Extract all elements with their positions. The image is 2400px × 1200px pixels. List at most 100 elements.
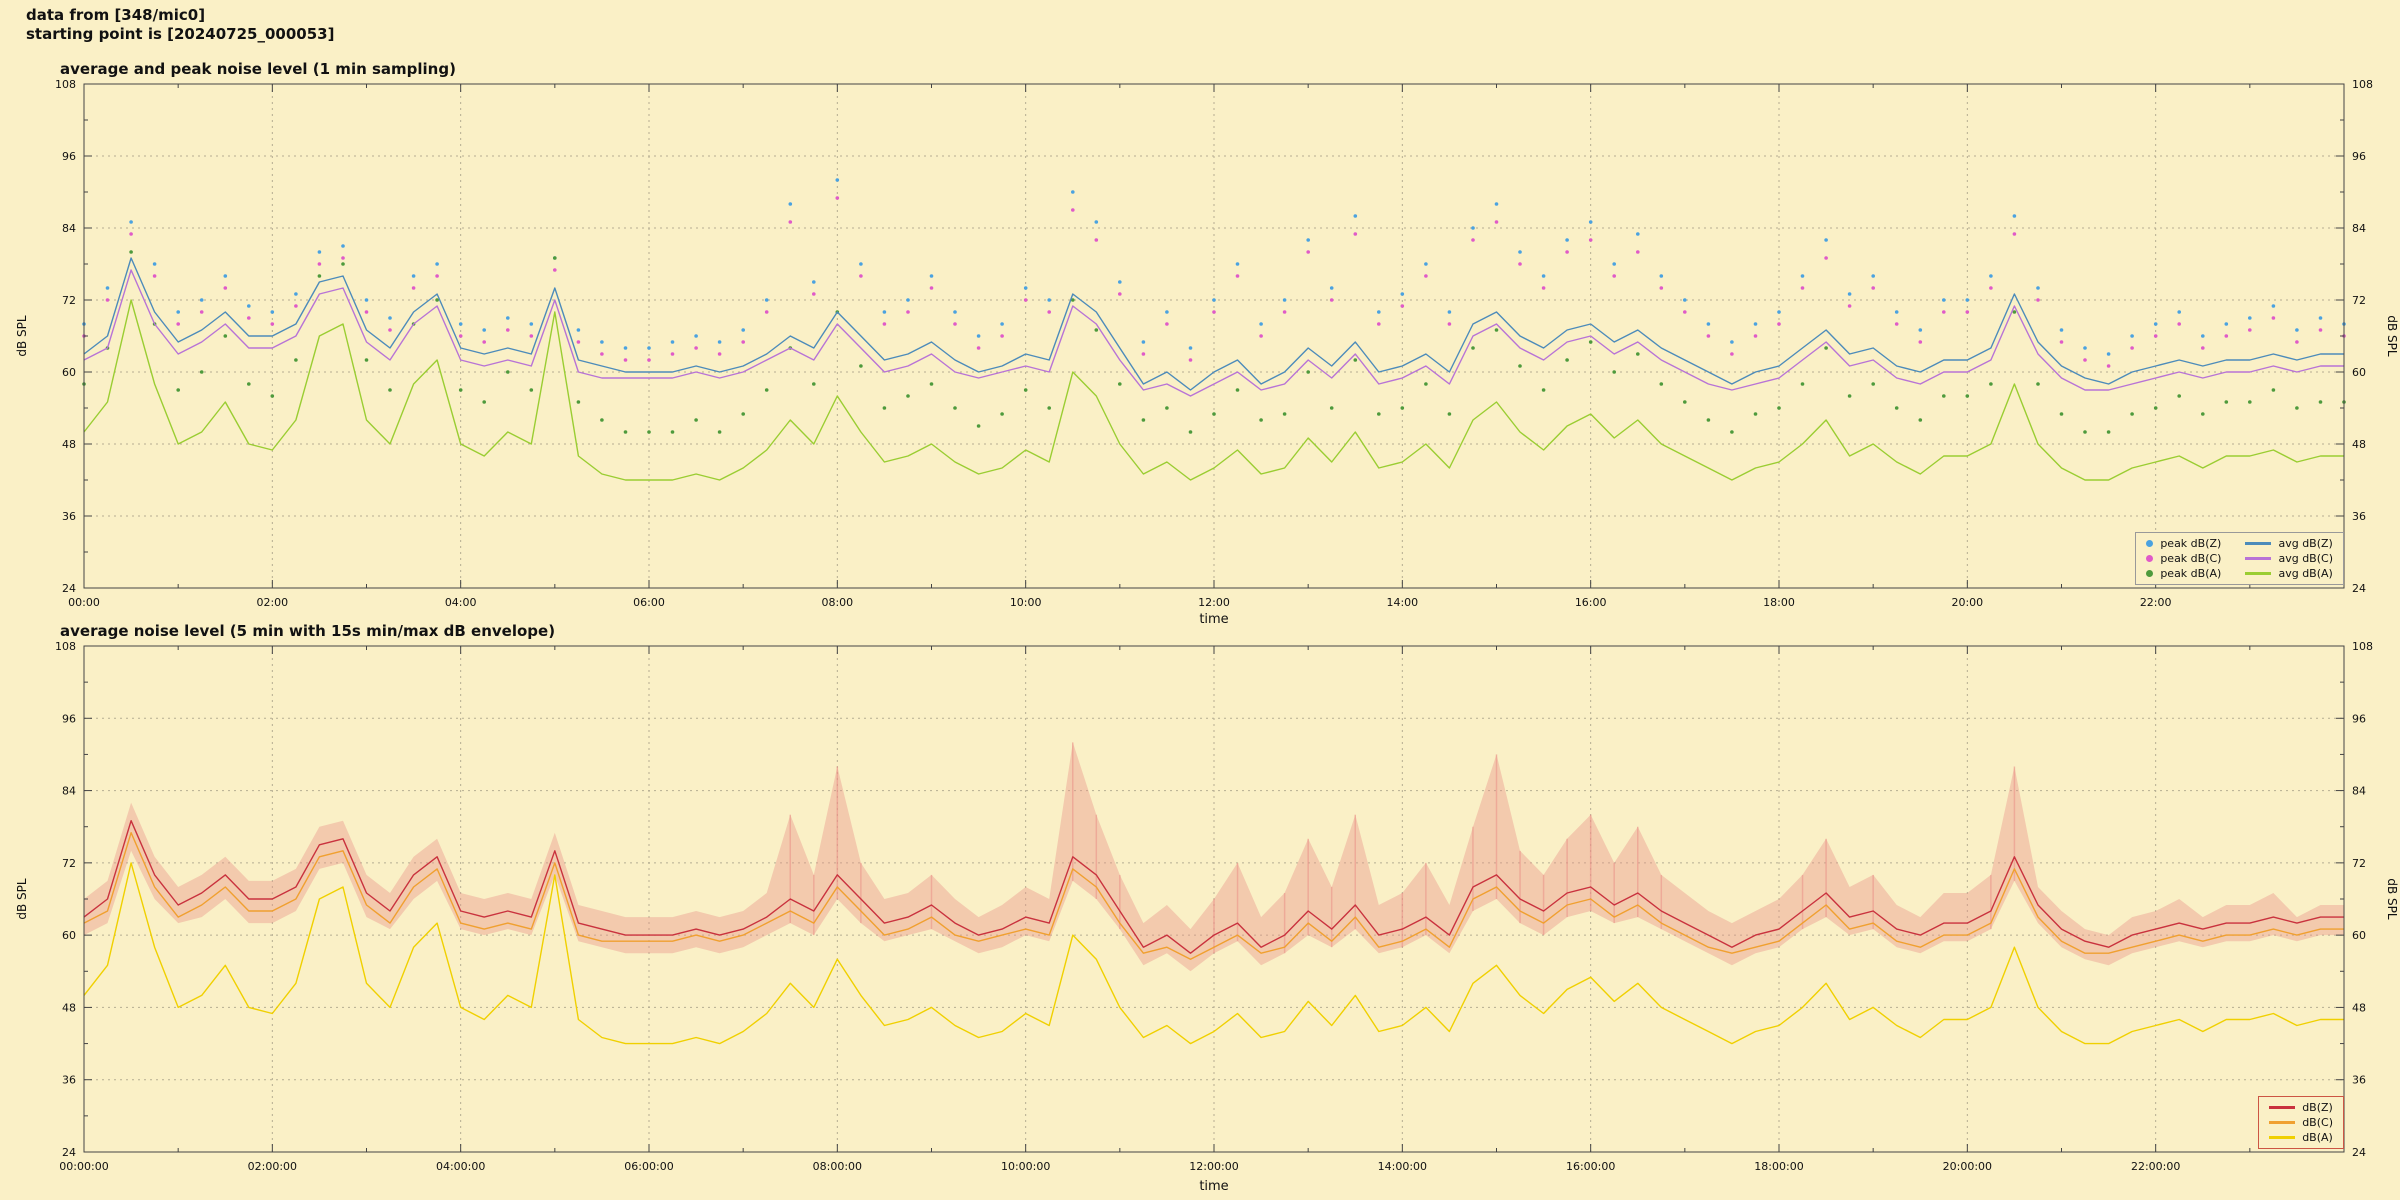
legend-label: peak dB(Z) bbox=[2160, 537, 2222, 550]
svg-text:36: 36 bbox=[2352, 510, 2366, 523]
svg-text:16:00:00: 16:00:00 bbox=[1566, 1160, 1615, 1173]
series-avg-db-c bbox=[83, 269, 2344, 397]
svg-text:48: 48 bbox=[62, 1001, 76, 1014]
svg-text:18:00: 18:00 bbox=[1763, 596, 1795, 609]
svg-text:14:00: 14:00 bbox=[1386, 596, 1418, 609]
svg-text:108: 108 bbox=[55, 640, 76, 653]
svg-text:06:00:00: 06:00:00 bbox=[624, 1160, 673, 1173]
series-15s-min-max-db-envelope bbox=[84, 742, 2344, 972]
svg-text:48: 48 bbox=[2352, 1001, 2366, 1014]
svg-text:96: 96 bbox=[62, 150, 76, 163]
svg-text:18:00:00: 18:00:00 bbox=[1754, 1160, 1803, 1173]
legend-item-avg-db-z: avg dB(Z) bbox=[2245, 537, 2333, 550]
legend-item-avg-db-c: avg dB(C) bbox=[2245, 552, 2333, 565]
svg-text:36: 36 bbox=[62, 1074, 76, 1087]
svg-text:20:00:00: 20:00:00 bbox=[1943, 1160, 1992, 1173]
svg-text:84: 84 bbox=[2352, 785, 2366, 798]
legend-label: peak dB(A) bbox=[2160, 567, 2222, 580]
tick-labels: 00:00:00 02:00:00 04:00:00 06:00:00 08:00:00… bbox=[55, 640, 2373, 1173]
series-db-a bbox=[83, 862, 2344, 1045]
chart-top-group: 00:00 02:00 04:00 06:00 08:00 10:00 12:00 14:00… bbox=[55, 78, 2373, 609]
svg-text:00:00:00: 00:00:00 bbox=[59, 1160, 108, 1173]
line-marker-icon bbox=[2269, 1136, 2296, 1139]
legend-label: peak dB(C) bbox=[2160, 552, 2222, 565]
chart-bottom-group: 00:00:00 02:00:00 04:00:00 06:00:00 08:00:00… bbox=[55, 640, 2373, 1173]
svg-text:96: 96 bbox=[2352, 712, 2366, 725]
legend-label: avg dB(C) bbox=[2278, 552, 2333, 565]
svg-text:72: 72 bbox=[2352, 294, 2366, 307]
legend-top: peak dB(Z) avg dB(Z) peak dB(C) avg dB(C) pe… bbox=[2135, 532, 2344, 585]
svg-text:22:00:00: 22:00:00 bbox=[2131, 1160, 2180, 1173]
dot-marker-icon bbox=[2146, 540, 2154, 547]
legend-label: avg dB(Z) bbox=[2278, 537, 2333, 550]
svg-text:06:00: 06:00 bbox=[633, 596, 665, 609]
chart-bottom-xlabel: time bbox=[1199, 1179, 1228, 1194]
svg-text:36: 36 bbox=[2352, 1074, 2366, 1087]
legend-item-peak-db-z: peak dB(Z) bbox=[2146, 537, 2221, 550]
svg-text:60: 60 bbox=[62, 929, 76, 942]
svg-text:96: 96 bbox=[62, 712, 76, 725]
svg-text:108: 108 bbox=[55, 78, 76, 91]
svg-text:12:00: 12:00 bbox=[1198, 596, 1230, 609]
legend-label: dB(C) bbox=[2302, 1116, 2333, 1129]
series-db-z bbox=[83, 820, 2344, 954]
dot-marker-icon bbox=[2146, 555, 2154, 562]
svg-text:04:00:00: 04:00:00 bbox=[436, 1160, 485, 1173]
header: data from [348/mic0] starting point is [… bbox=[26, 6, 334, 44]
legend-item-peak-db-a: peak dB(A) bbox=[2146, 567, 2221, 580]
svg-text:36: 36 bbox=[62, 510, 76, 523]
series-peak-db-z bbox=[82, 178, 2346, 356]
svg-text:08:00: 08:00 bbox=[821, 596, 853, 609]
legend-item-avg-db-a: avg dB(A) bbox=[2245, 567, 2333, 580]
axis-ticks bbox=[83, 83, 2345, 589]
svg-text:02:00: 02:00 bbox=[256, 596, 288, 609]
series-peak-db-c bbox=[82, 196, 2346, 368]
svg-text:00:00: 00:00 bbox=[68, 596, 100, 609]
line-marker-icon bbox=[2269, 1121, 2296, 1124]
chart-top-ylabel-left: dB SPL bbox=[15, 315, 29, 357]
header-line2: starting point is [20240725_000053] bbox=[26, 25, 335, 43]
grid bbox=[83, 83, 2344, 589]
chart-top-xlabel: time bbox=[1199, 612, 1228, 627]
legend-item-db-c: dB(C) bbox=[2269, 1116, 2333, 1129]
svg-text:60: 60 bbox=[2352, 929, 2366, 942]
svg-text:60: 60 bbox=[62, 366, 76, 379]
svg-text:72: 72 bbox=[62, 294, 76, 307]
legend-label: dB(Z) bbox=[2302, 1101, 2333, 1114]
svg-text:14:00:00: 14:00:00 bbox=[1378, 1160, 1427, 1173]
legend-item-db-z: dB(Z) bbox=[2269, 1101, 2333, 1114]
series-avg-db-z bbox=[83, 257, 2344, 391]
svg-text:22:00: 22:00 bbox=[2140, 596, 2172, 609]
legend-item-peak-db-c: peak dB(C) bbox=[2146, 552, 2221, 565]
svg-text:24: 24 bbox=[2352, 582, 2366, 595]
svg-text:48: 48 bbox=[62, 438, 76, 451]
series-db-c bbox=[83, 832, 2344, 960]
chart-bottom-ylabel-right: dB SPL bbox=[2385, 878, 2399, 920]
svg-text:108: 108 bbox=[2352, 640, 2373, 653]
svg-text:10:00:00: 10:00:00 bbox=[1001, 1160, 1050, 1173]
svg-text:20:00: 20:00 bbox=[1951, 596, 1983, 609]
svg-text:10:00: 10:00 bbox=[1010, 596, 1042, 609]
line-marker-icon bbox=[2245, 542, 2272, 545]
svg-text:72: 72 bbox=[62, 857, 76, 870]
dot-marker-icon bbox=[2146, 570, 2154, 577]
legend-label: avg dB(A) bbox=[2278, 567, 2333, 580]
chart-top-title: average and peak noise level (1 min samp… bbox=[60, 60, 456, 78]
svg-text:84: 84 bbox=[62, 785, 76, 798]
svg-text:24: 24 bbox=[62, 1146, 76, 1159]
line-marker-icon bbox=[2269, 1106, 2296, 1109]
svg-text:84: 84 bbox=[2352, 222, 2366, 235]
chart-top-ylabel-right: dB SPL bbox=[2385, 315, 2399, 357]
svg-text:96: 96 bbox=[2352, 150, 2366, 163]
svg-text:48: 48 bbox=[2352, 438, 2366, 451]
svg-text:12:00:00: 12:00:00 bbox=[1189, 1160, 1238, 1173]
svg-text:24: 24 bbox=[2352, 1146, 2366, 1159]
series-avg-db-a bbox=[83, 299, 2344, 481]
svg-text:108: 108 bbox=[2352, 78, 2373, 91]
svg-text:24: 24 bbox=[62, 582, 76, 595]
legend-item-db-a: dB(A) bbox=[2269, 1131, 2333, 1144]
tick-labels: 00:00 02:00 04:00 06:00 08:00 10:00 12:00 14:00… bbox=[55, 78, 2373, 609]
header-line1: data from [348/mic0] bbox=[26, 6, 206, 24]
legend-bottom: dB(Z) dB(C) dB(A) bbox=[2258, 1096, 2344, 1149]
